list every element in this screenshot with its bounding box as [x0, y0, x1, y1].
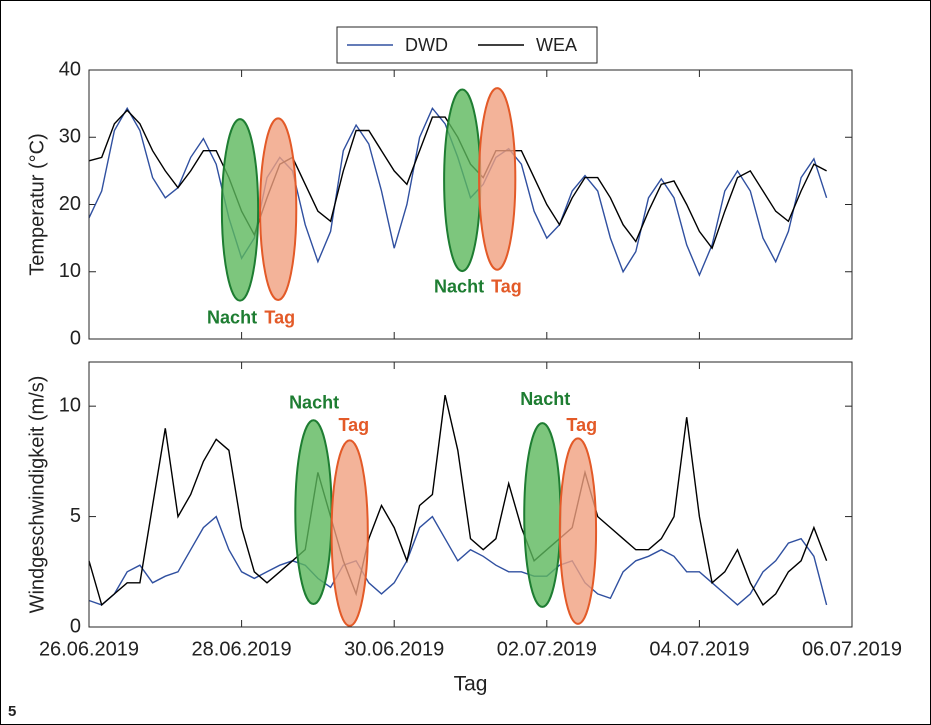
- x-tick-label: 06.07.2019: [802, 638, 902, 660]
- annotation-ellipse: [330, 439, 369, 627]
- annotation-ellipse: [220, 118, 260, 302]
- y-tick-label: 0: [70, 327, 81, 349]
- figure-label: 5: [8, 703, 16, 720]
- series-line: [88, 515, 828, 606]
- legend-label: DWD: [405, 35, 448, 55]
- y-axis-label: Temperatur (°C): [26, 133, 48, 275]
- x-tick-label: 28.06.2019: [192, 638, 292, 660]
- y-tick-label: 10: [59, 260, 81, 282]
- annotation-ellipse: [259, 117, 298, 301]
- annotation-label: Nacht: [207, 308, 257, 328]
- y-tick-label: 30: [59, 126, 81, 148]
- y-tick-label: 10: [59, 394, 81, 416]
- annotation-label: Tag: [566, 415, 597, 435]
- annotation-ellipse: [443, 88, 482, 273]
- annotation-label: Tag: [491, 277, 522, 297]
- annotation-ellipse: [558, 437, 598, 625]
- y-tick-label: 40: [59, 58, 81, 80]
- x-axis-label: Tag: [454, 673, 488, 696]
- legend-label: WEA: [536, 35, 577, 55]
- y-tick-label: 0: [70, 615, 81, 637]
- y-axis-label: Windgeschwindigkeit (m/s): [26, 376, 48, 614]
- series-line: [88, 394, 828, 607]
- annotation-label: Nacht: [434, 277, 484, 297]
- x-tick-label: 26.06.2019: [39, 638, 139, 660]
- annotation-label: Tag: [338, 415, 369, 435]
- annotation-ellipse: [478, 87, 517, 271]
- y-tick-label: 5: [70, 505, 81, 527]
- x-tick-label: 30.06.2019: [344, 638, 444, 660]
- y-tick-label: 20: [59, 193, 81, 215]
- axes-box: [88, 361, 853, 628]
- plot-area: [89, 362, 852, 627]
- annotation-ellipse: [523, 422, 562, 608]
- axes-box: [88, 69, 853, 340]
- x-tick-label: 02.07.2019: [497, 638, 597, 660]
- annotation-label: Nacht: [520, 389, 570, 409]
- annotation-ellipse: [294, 419, 333, 606]
- x-tick-label: 04.07.2019: [649, 638, 749, 660]
- annotation-label: Tag: [264, 308, 295, 328]
- annotation-label: Nacht: [289, 393, 339, 413]
